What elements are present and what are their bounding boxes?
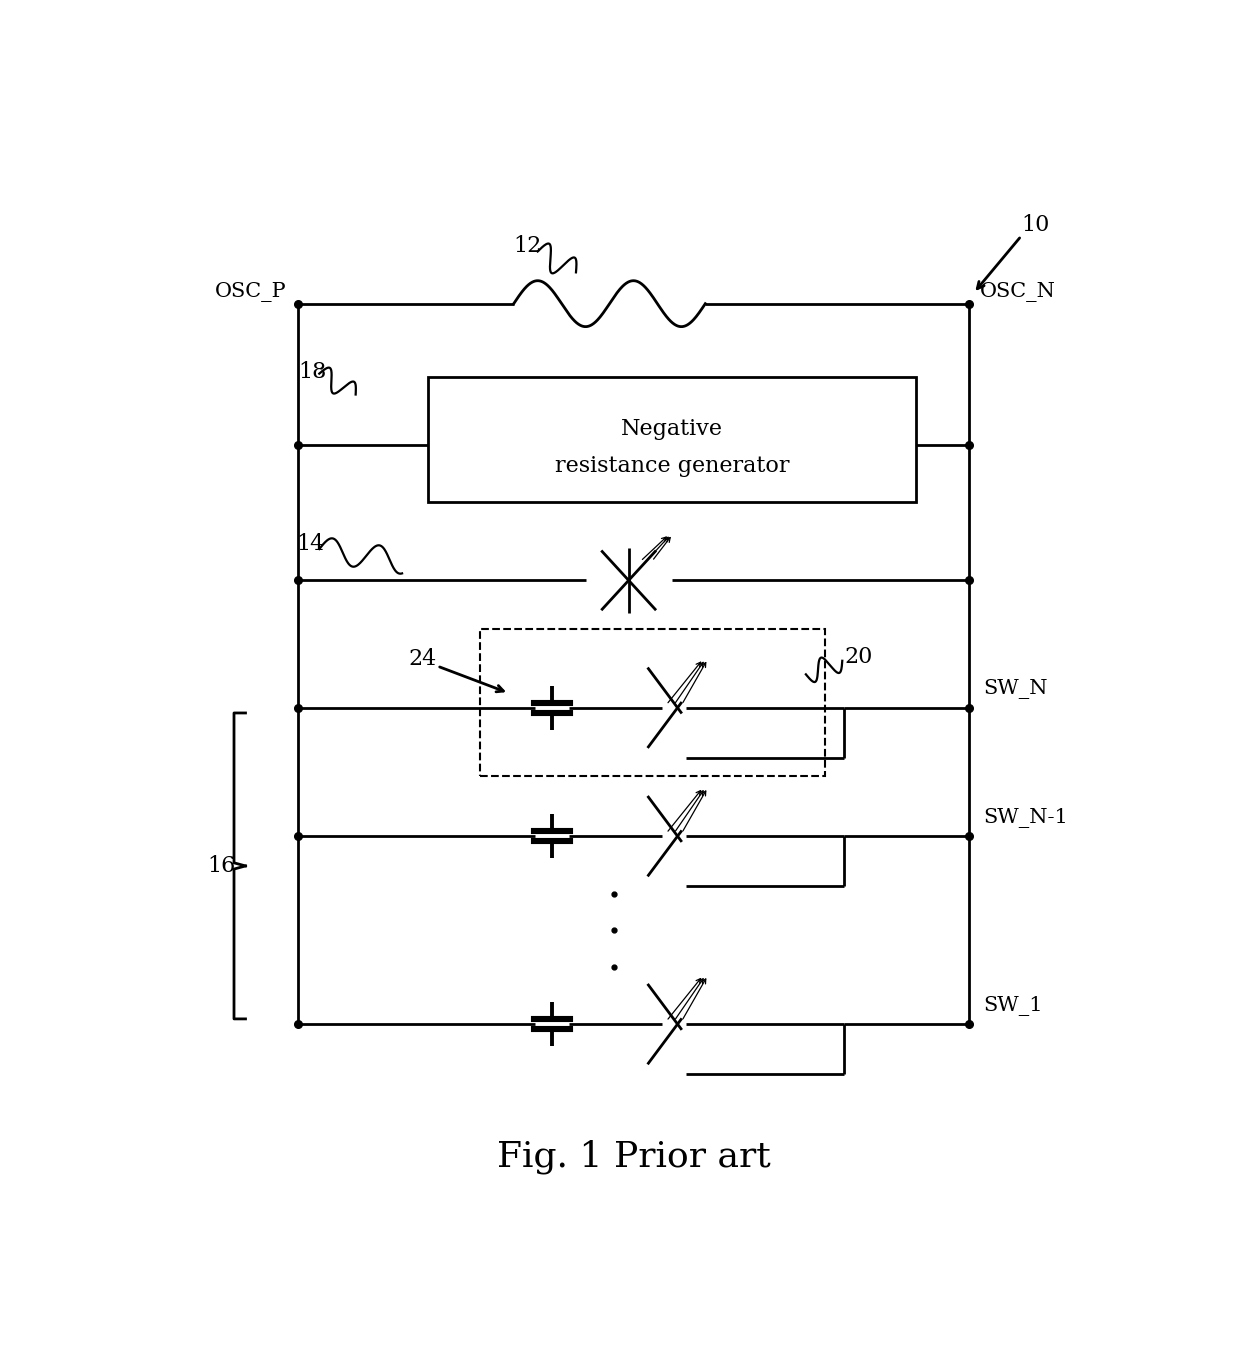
Text: Negative: Negative: [620, 418, 723, 439]
Text: resistance generator: resistance generator: [555, 454, 789, 476]
Text: 18: 18: [298, 361, 326, 382]
Text: SW_N: SW_N: [983, 679, 1048, 700]
Text: 10: 10: [1021, 214, 1049, 236]
Text: OSC_P: OSC_P: [215, 282, 287, 301]
Text: Fig. 1 Prior art: Fig. 1 Prior art: [497, 1139, 770, 1174]
Text: 14: 14: [297, 533, 325, 555]
Text: OSC_N: OSC_N: [980, 282, 1056, 301]
Bar: [481, 629, 826, 776]
Text: 20: 20: [844, 645, 873, 667]
Text: 24: 24: [408, 648, 436, 670]
Text: SW_N-1: SW_N-1: [983, 808, 1068, 827]
Text: 16: 16: [208, 854, 235, 877]
Bar: [428, 377, 916, 502]
Text: SW_1: SW_1: [983, 995, 1043, 1016]
Text: 12: 12: [514, 235, 541, 258]
